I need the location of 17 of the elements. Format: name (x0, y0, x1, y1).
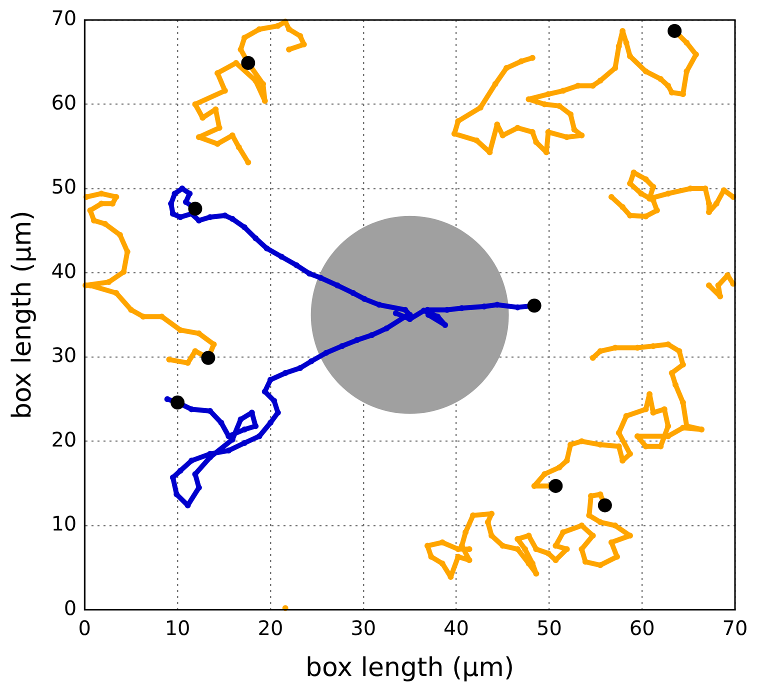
x-tick-label: 70 (722, 616, 748, 640)
y-axis-title: box length (µm) (7, 210, 38, 420)
y-tick-label: 10 (51, 512, 77, 536)
y-tick-label: 30 (51, 343, 77, 368)
x-tick-label: 50 (536, 616, 562, 640)
y-tick-label: 60 (51, 90, 77, 114)
y-tick-label: 20 (51, 427, 77, 452)
y-tick-label: 50 (51, 174, 77, 199)
x-axis-title: box length (µm) (306, 653, 514, 684)
x-tick-label: 30 (350, 616, 376, 640)
y-tick-label: 70 (51, 6, 77, 30)
x-tick-label: 40 (444, 616, 470, 640)
x-tick-label: 20 (258, 616, 284, 640)
x-tick-label: 60 (629, 616, 655, 640)
y-tick-label: 40 (51, 258, 77, 283)
y-tick-label: 0 (64, 596, 77, 620)
x-tick-label: 10 (164, 616, 190, 640)
